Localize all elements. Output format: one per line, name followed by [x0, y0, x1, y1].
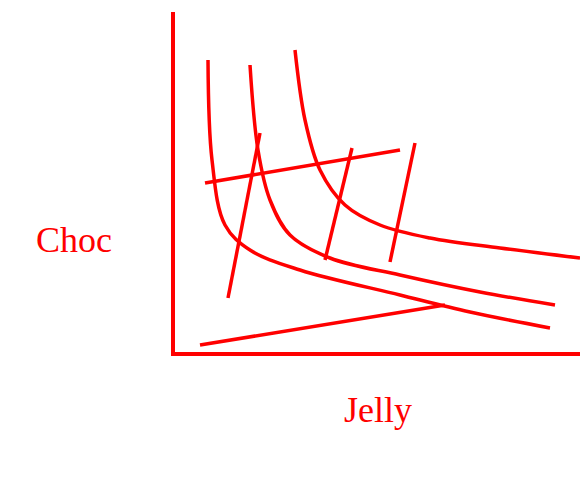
svg-text:Choc: Choc — [36, 220, 112, 260]
svg-text:Jelly: Jelly — [344, 390, 412, 430]
